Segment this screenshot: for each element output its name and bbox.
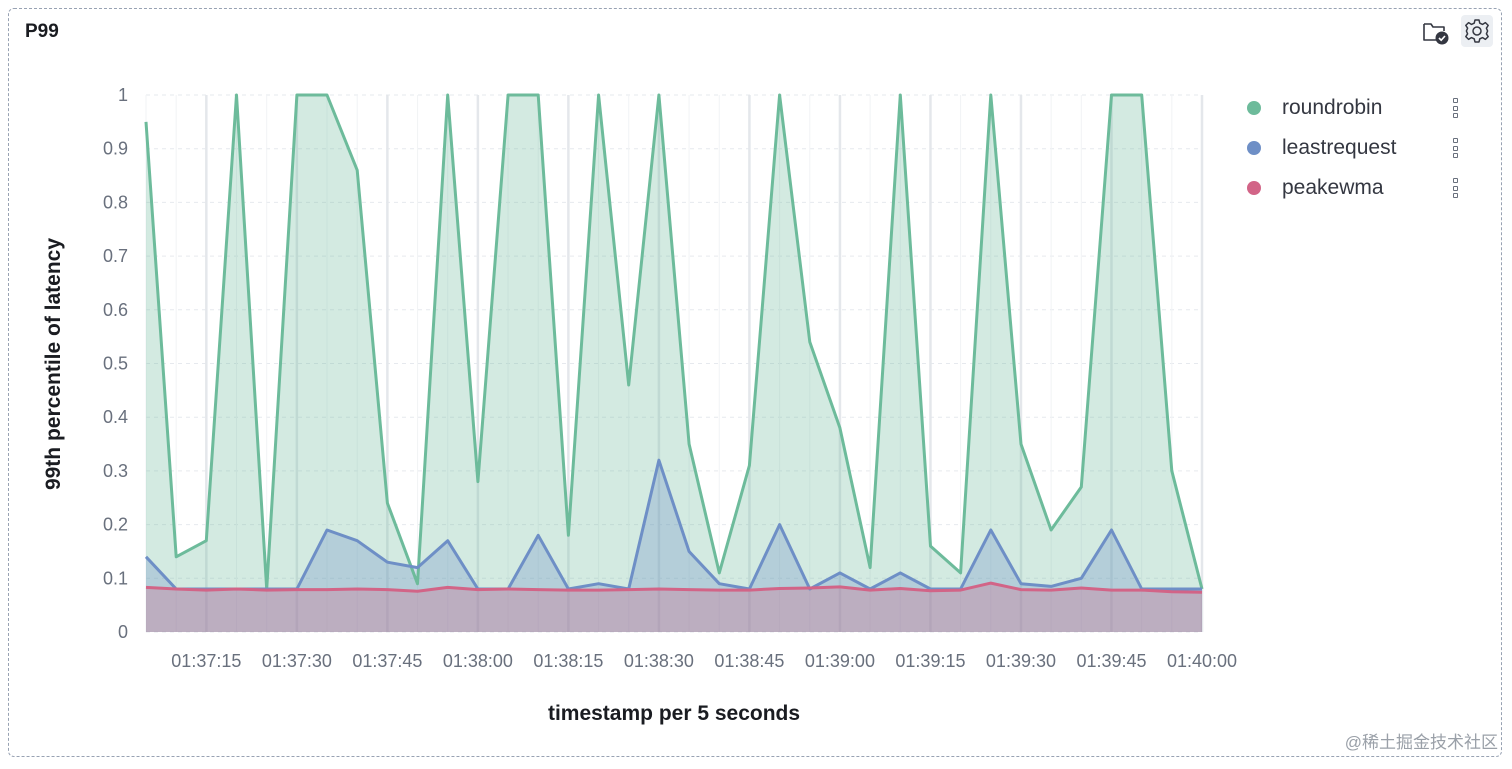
x-tick-label: 01:39:15 (895, 651, 965, 671)
more-options-icon[interactable] (1450, 138, 1460, 158)
leastrequest-line (144, 458, 1202, 591)
roundrobin-line (144, 93, 1204, 591)
y-tick-label: 0.3 (103, 461, 128, 481)
more-options-icon[interactable] (1450, 178, 1460, 198)
x-tick-label: 01:38:45 (714, 651, 784, 671)
x-tick-label: 01:38:30 (624, 651, 694, 671)
y-tick-labels: 0 0.1 0.2 0.3 0.4 0.5 0.6 0.7 0.8 0.9 1 (103, 85, 128, 642)
peakewma-area (146, 583, 1202, 632)
legend-item-roundrobin[interactable]: roundrobin (1240, 88, 1480, 128)
y-axis-label: 99th percentile of latency (42, 238, 65, 490)
y-tick-label: 0.5 (103, 354, 128, 374)
x-tick-label: 01:38:00 (443, 651, 513, 671)
x-tick-label: 01:37:15 (171, 651, 241, 671)
x-tick-label: 01:39:00 (805, 651, 875, 671)
x-tick-label: 01:40:00 (1167, 651, 1237, 671)
x-tick-label: 01:38:15 (533, 651, 603, 671)
more-options-icon[interactable] (1450, 98, 1460, 118)
y-tick-label: 0.2 (103, 515, 128, 535)
y-tick-label: 0.7 (103, 246, 128, 266)
watermark: @稀土掘金技术社区 (1344, 733, 1498, 752)
legend-label: peakewma (1282, 176, 1384, 199)
y-tick-label: 0.9 (103, 139, 128, 159)
roundrobin-area (146, 95, 1202, 632)
y-tick-label: 1 (118, 85, 128, 105)
y-tick-label: 0.4 (103, 407, 128, 427)
x-axis-label: timestamp per 5 seconds (548, 702, 800, 725)
legend-label: roundrobin (1282, 96, 1383, 119)
y-tick-label: 0 (118, 622, 128, 642)
gear-icon[interactable] (1461, 15, 1493, 47)
x-tick-label: 01:37:30 (262, 651, 332, 671)
legend-label: leastrequest (1282, 136, 1397, 159)
legend-item-peakewma[interactable]: peakewma (1240, 168, 1480, 208)
y-tick-label: 0.8 (103, 192, 128, 212)
x-tick-labels: 01:37:15 01:37:30 01:37:45 01:38:00 01:38:15… (171, 651, 1237, 671)
legend-color-dot (1247, 181, 1261, 195)
y-tick-label: 0.6 (103, 300, 128, 320)
x-tick-label: 01:37:45 (352, 651, 422, 671)
panel-title: P99 (25, 21, 59, 42)
peakewma-line (145, 581, 1203, 594)
legend: roundrobin leastrequest peakewma (1240, 88, 1480, 208)
folder-check-icon[interactable] (1419, 15, 1451, 47)
y-tick-label: 0.1 (103, 568, 128, 588)
legend-item-leastrequest[interactable]: leastrequest (1240, 128, 1480, 168)
x-tick-label: 01:39:30 (986, 651, 1056, 671)
line-layer (144, 93, 1204, 594)
x-tick-label: 01:39:45 (1076, 651, 1146, 671)
legend-color-dot (1247, 141, 1261, 155)
legend-color-dot (1247, 101, 1261, 115)
